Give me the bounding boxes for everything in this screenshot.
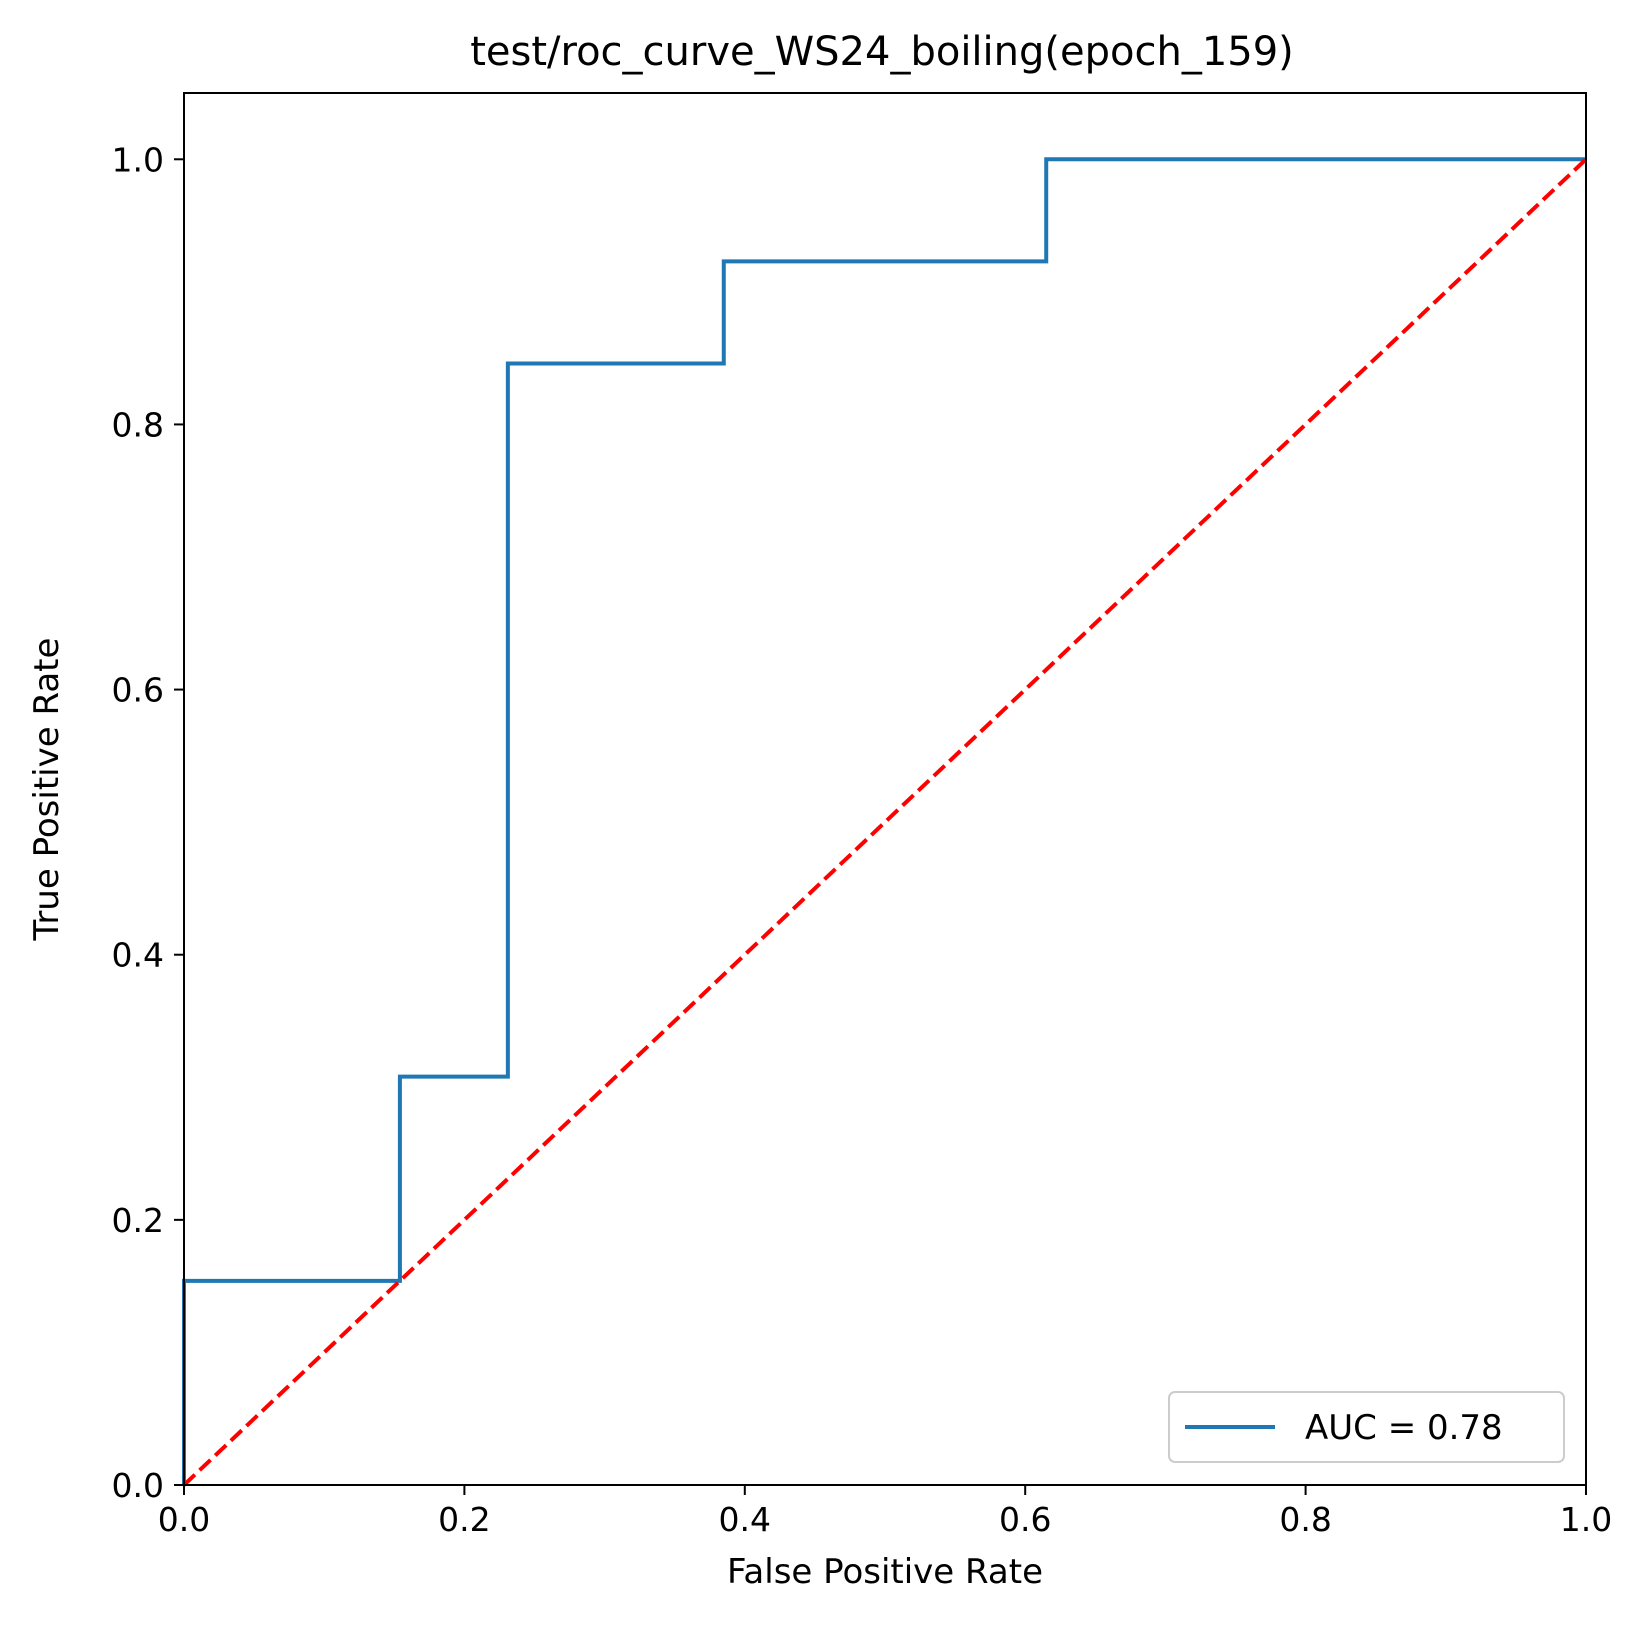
chart-title: test/roc_curve_WS24_boiling(epoch_159): [470, 29, 1294, 75]
y-axis-label: True Positive Rate: [27, 638, 67, 942]
y-tick-label: 0.2: [112, 1201, 164, 1240]
y-tick-label: 0.8: [112, 405, 164, 444]
y-axis-ticks: 0.0 0.2 0.4 0.6 0.8 1.0: [112, 140, 184, 1505]
reference-diagonal-line: [182, 157, 1588, 1487]
x-axis-ticks: 0.0 0.2 0.4 0.6 0.8 1.0: [158, 1485, 1612, 1539]
x-axis-label: False Positive Rate: [727, 1552, 1043, 1592]
y-tick-label: 1.0: [112, 140, 164, 179]
x-tick-label: 1.0: [1560, 1500, 1612, 1539]
x-tick-label: 0.6: [999, 1500, 1051, 1539]
plot-frame: [183, 92, 1587, 1486]
legend-label-auc: AUC = 0.78: [1305, 1408, 1503, 1448]
x-tick-label: 0.0: [158, 1500, 210, 1539]
legend-box: [1168, 1391, 1565, 1463]
x-tick-label: 0.4: [719, 1500, 771, 1539]
y-tick-label: 0.6: [112, 671, 164, 710]
x-tick-label: 0.2: [438, 1500, 490, 1539]
plot-lines: [182, 157, 1588, 1487]
y-tick-label: 0.0: [112, 1466, 164, 1505]
y-tick-label: 0.4: [112, 936, 164, 975]
roc-curve-line: [182, 157, 1586, 1485]
x-tick-label: 0.8: [1279, 1500, 1331, 1539]
legend: AUC = 0.78: [1168, 1391, 1565, 1463]
